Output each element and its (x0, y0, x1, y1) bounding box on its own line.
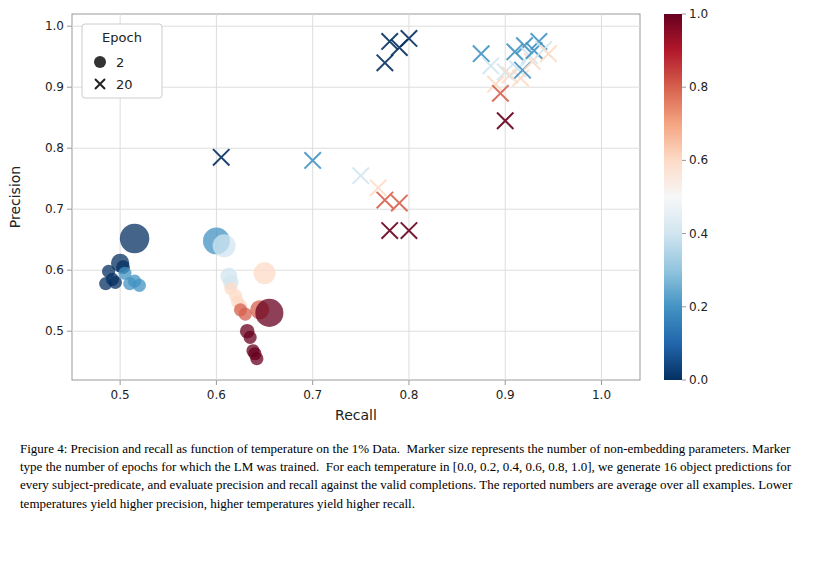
point-circle (255, 299, 283, 327)
legend-box (82, 24, 162, 98)
x-tick (601, 380, 602, 385)
grid-line-y (72, 270, 640, 271)
colorbar-tick-label: 1.0 (689, 7, 708, 21)
y-tick-label: 0.7 (45, 202, 64, 216)
x-tick (216, 380, 217, 385)
y-tick-label: 1.0 (45, 19, 64, 33)
legend-label: 2 (116, 55, 124, 70)
point-cross (540, 45, 556, 61)
x-tick-label: 0.8 (399, 388, 418, 402)
point-cross (497, 64, 513, 80)
colorbar-tick (682, 380, 686, 381)
point-circle (213, 234, 236, 257)
point-circle (239, 308, 252, 321)
grid-line-x (312, 14, 313, 380)
point-circle (109, 276, 122, 289)
y-tick (67, 270, 72, 271)
colorbar-tick (682, 233, 686, 234)
grid-line-y (72, 209, 640, 210)
series-1 (213, 30, 557, 239)
point-circle (244, 331, 257, 344)
y-tick-label: 0.5 (45, 324, 64, 338)
point-cross (497, 113, 513, 129)
y-axis-label: Precision (7, 166, 23, 228)
colorbar-tick-label: 0.6 (689, 153, 708, 167)
point-cross (377, 192, 393, 208)
y-tick-label: 0.6 (45, 263, 64, 277)
y-tick-label: 0.8 (45, 141, 64, 155)
colorbar-tick-label: 0.0 (689, 373, 708, 387)
colorbar-tick (682, 160, 686, 161)
point-cross (377, 55, 393, 71)
point-cross (401, 222, 417, 238)
figure: 0.5 0.6 0.7 0.8 0.9 1.0 0.5 0.6 0.7 0.8 0.9 1.0 Reca… (0, 0, 817, 576)
x-axis-label: Recall (335, 407, 377, 423)
point-circle (254, 262, 276, 284)
legend-marker (95, 79, 105, 89)
point-cross (213, 149, 229, 165)
y-tick (67, 87, 72, 88)
colorbar (664, 14, 682, 380)
grid-line-x (601, 14, 602, 380)
colorbar-tick-label: 0.2 (689, 300, 708, 314)
colorbar-tick-label: 0.4 (689, 227, 708, 241)
point-circle (250, 352, 263, 365)
point-circle (133, 279, 146, 292)
colorbar-tick (682, 14, 686, 15)
x-tick-label: 0.9 (496, 388, 515, 402)
grid-line-y (72, 331, 640, 332)
grid-line-x (408, 14, 409, 380)
x-tick (505, 380, 506, 385)
marks (99, 30, 557, 365)
x-tick (408, 380, 409, 385)
colorbar-tick (682, 87, 686, 88)
legend-title: Epoch (102, 30, 142, 45)
y-tick-label: 0.9 (45, 80, 64, 94)
point-cross (473, 45, 489, 61)
grid-line-x (216, 14, 217, 380)
y-tick (67, 331, 72, 332)
point-cross (483, 58, 499, 74)
colorbar-tick (682, 306, 686, 307)
y-tick (67, 209, 72, 210)
point-cross (304, 152, 320, 168)
x-tick-label: 0.5 (111, 388, 130, 402)
grid-line-y (72, 148, 640, 149)
legend-label: 20 (116, 77, 133, 92)
legend: Epoch 2 20 (82, 24, 162, 98)
legend-marker (94, 56, 106, 68)
x-tick (312, 380, 313, 385)
x-tick-label: 0.7 (303, 388, 322, 402)
point-cross (492, 85, 508, 101)
point-cross (401, 30, 417, 46)
point-cross (487, 76, 503, 92)
caption: Figure 4: Precision and recall as functi… (20, 440, 797, 513)
y-tick (67, 26, 72, 27)
grid (72, 14, 640, 380)
chart: 0.5 0.6 0.7 0.8 0.9 1.0 0.5 0.6 0.7 0.8 0.9 1.0 Reca… (0, 0, 817, 432)
colorbar-tick-label: 0.8 (689, 80, 708, 94)
point-circle (120, 224, 149, 253)
point-cross (381, 33, 397, 49)
point-cross (391, 195, 407, 211)
y-tick (67, 148, 72, 149)
plot-frame (72, 14, 640, 380)
point-cross (502, 67, 518, 83)
series-0 (99, 224, 283, 365)
x-tick-label: 1.0 (592, 388, 611, 402)
point-cross (353, 167, 369, 183)
x-tick-label: 0.6 (207, 388, 226, 402)
point-cross (507, 44, 523, 60)
x-tick (120, 380, 121, 385)
point-cross (381, 222, 397, 238)
